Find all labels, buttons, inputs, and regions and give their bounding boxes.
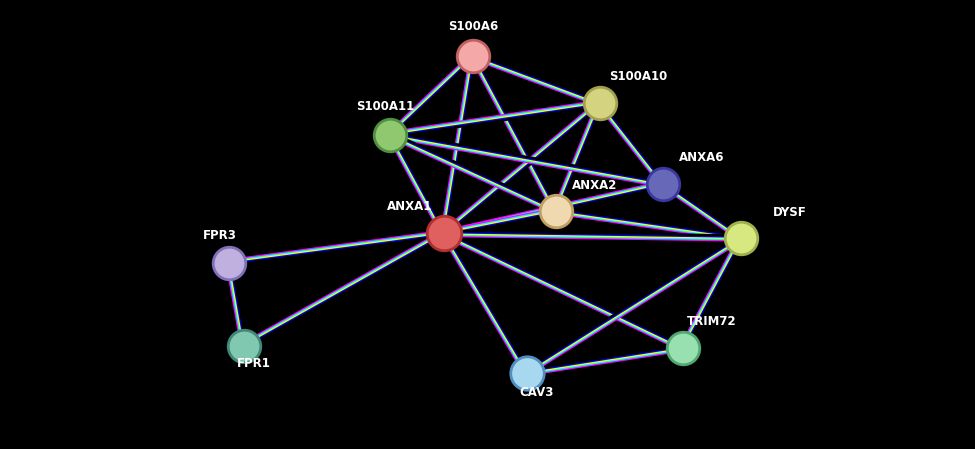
- Text: ANXA6: ANXA6: [680, 151, 724, 164]
- Point: [436, 230, 451, 237]
- Text: ANXA1: ANXA1: [387, 200, 432, 213]
- Text: FPR3: FPR3: [203, 229, 236, 242]
- Text: TRIM72: TRIM72: [687, 315, 736, 328]
- Text: S100A10: S100A10: [609, 70, 668, 83]
- Point: [382, 131, 398, 138]
- Text: CAV3: CAV3: [519, 386, 554, 399]
- Point: [655, 180, 671, 188]
- Point: [519, 369, 534, 376]
- Point: [548, 207, 564, 215]
- Text: DYSF: DYSF: [773, 206, 806, 219]
- Point: [236, 342, 252, 349]
- Text: S100A11: S100A11: [356, 100, 414, 113]
- Point: [675, 344, 690, 352]
- Text: FPR1: FPR1: [237, 357, 270, 370]
- Point: [733, 234, 749, 242]
- Text: S100A6: S100A6: [448, 20, 498, 33]
- Point: [465, 53, 481, 60]
- Point: [592, 100, 607, 107]
- Point: [221, 259, 237, 266]
- Text: ANXA2: ANXA2: [572, 179, 617, 192]
